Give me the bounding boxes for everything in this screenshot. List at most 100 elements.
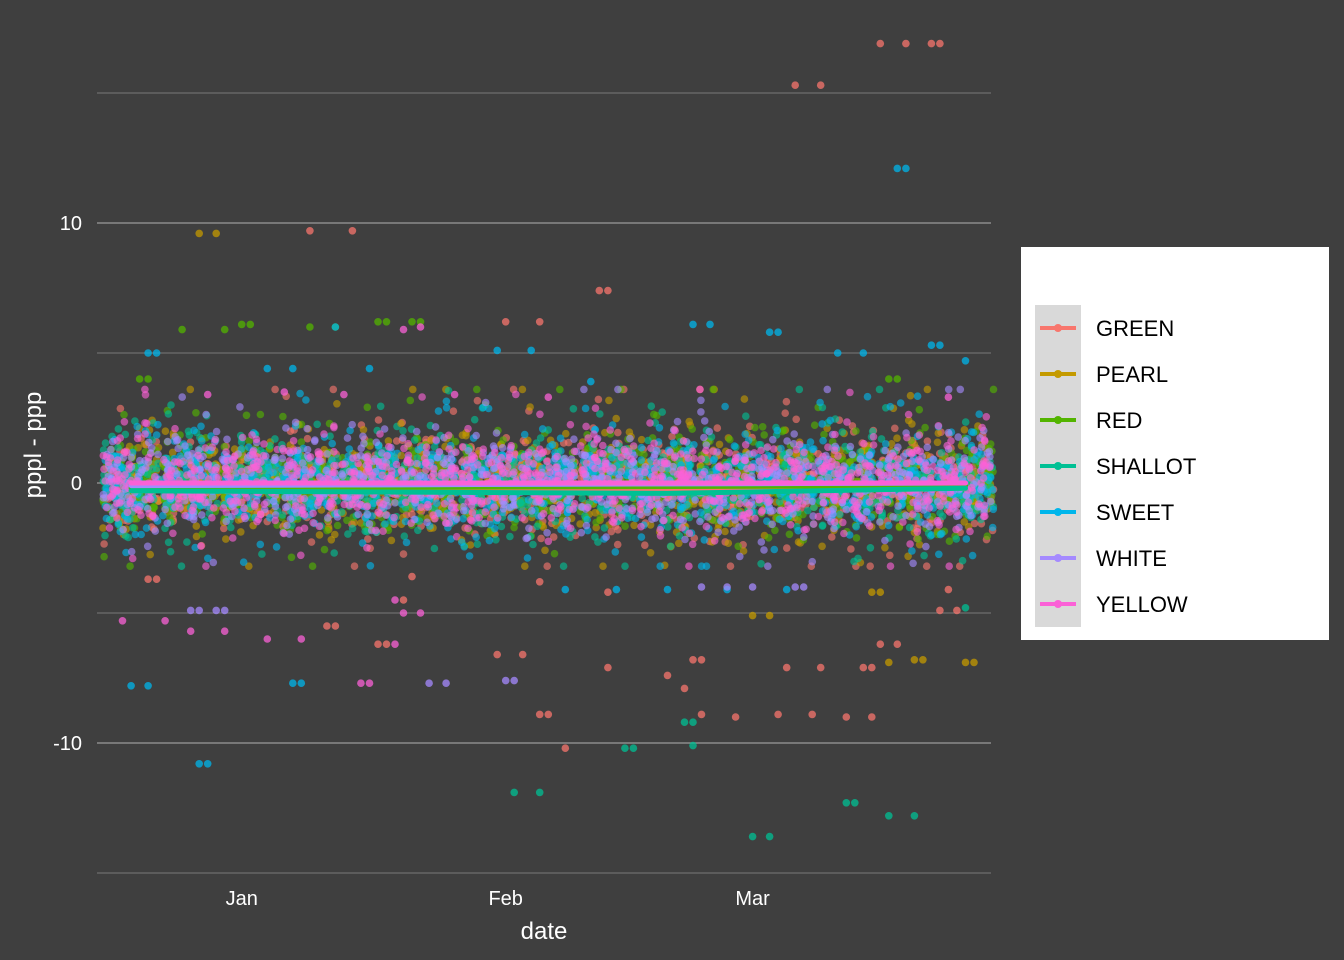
data-point xyxy=(153,464,161,473)
data-point xyxy=(447,464,456,473)
data-point xyxy=(161,427,170,436)
data-point xyxy=(651,466,659,474)
data-point xyxy=(637,443,646,452)
data-point xyxy=(439,459,448,467)
data-point xyxy=(609,518,618,527)
data-point xyxy=(324,514,332,522)
data-point xyxy=(613,540,622,549)
data-point xyxy=(690,441,698,449)
data-point xyxy=(256,540,265,549)
data-point xyxy=(498,469,507,478)
data-point xyxy=(401,498,410,507)
data-point xyxy=(330,468,339,477)
data-point xyxy=(764,534,773,542)
data-point xyxy=(350,562,359,570)
data-point xyxy=(171,458,179,466)
data-point xyxy=(779,517,787,526)
data-point xyxy=(523,554,532,562)
data-point xyxy=(562,530,570,538)
data-point xyxy=(100,465,108,474)
data-point xyxy=(250,500,259,509)
data-point xyxy=(473,396,482,405)
data-point xyxy=(113,514,121,522)
data-point xyxy=(387,536,396,545)
data-point xyxy=(731,516,739,524)
data-point xyxy=(656,562,664,570)
data-point xyxy=(459,514,468,523)
data-point xyxy=(409,385,417,394)
data-point xyxy=(697,455,706,463)
data-point xyxy=(591,509,599,517)
data-point xyxy=(125,465,133,473)
data-point xyxy=(190,426,198,435)
data-point xyxy=(607,527,616,536)
data-point xyxy=(666,448,674,456)
data-point xyxy=(306,500,314,508)
data-point xyxy=(320,545,329,554)
data-point xyxy=(432,436,440,444)
data-point xyxy=(807,453,815,462)
data-point xyxy=(430,465,438,473)
data-point xyxy=(678,523,686,532)
data-point xyxy=(128,554,137,563)
data-point xyxy=(636,500,644,508)
data-point xyxy=(635,473,644,481)
data-point xyxy=(421,473,430,481)
data-point xyxy=(330,549,339,557)
data-point xyxy=(423,518,431,527)
data-point xyxy=(775,497,784,506)
data-point xyxy=(594,494,603,502)
data-point xyxy=(553,452,562,461)
data-point xyxy=(350,467,359,476)
data-point xyxy=(397,419,405,428)
data-point xyxy=(329,385,338,394)
data-point xyxy=(363,544,371,552)
data-point xyxy=(376,499,384,507)
data-point xyxy=(364,457,372,466)
data-point xyxy=(315,531,324,539)
data-point xyxy=(518,514,526,522)
data-point xyxy=(445,445,453,453)
data-point xyxy=(151,527,160,535)
data-point xyxy=(510,523,518,532)
data-point xyxy=(222,470,230,479)
data-point xyxy=(133,434,142,443)
data-point xyxy=(504,456,512,465)
data-point xyxy=(655,424,664,432)
data-point xyxy=(344,530,352,538)
data-point xyxy=(349,454,357,462)
data-point xyxy=(219,504,228,512)
data-point xyxy=(310,437,319,446)
data-point xyxy=(545,463,553,472)
data-point xyxy=(717,464,726,472)
data-point xyxy=(520,430,529,439)
data-point xyxy=(278,454,287,463)
data-point xyxy=(758,423,767,431)
data-point xyxy=(380,425,389,433)
data-point xyxy=(129,524,137,532)
data-point xyxy=(637,533,646,541)
data-point xyxy=(154,420,162,429)
data-point xyxy=(614,385,622,394)
data-point xyxy=(736,552,744,561)
data-point xyxy=(669,511,677,520)
data-point xyxy=(537,534,545,543)
data-point xyxy=(475,513,484,522)
data-point xyxy=(208,443,216,452)
data-point xyxy=(137,511,145,519)
data-point xyxy=(487,458,496,467)
data-point xyxy=(500,493,509,502)
data-point xyxy=(458,443,467,451)
data-point xyxy=(177,562,186,570)
data-point xyxy=(258,550,266,558)
data-point xyxy=(741,430,749,439)
data-point xyxy=(612,414,620,423)
data-point xyxy=(481,508,490,516)
data-point xyxy=(599,562,607,570)
data-point xyxy=(160,455,168,464)
data-point xyxy=(101,477,109,485)
data-point xyxy=(399,434,407,442)
data-point xyxy=(691,496,700,504)
data-point xyxy=(641,468,649,477)
data-point xyxy=(605,396,613,405)
